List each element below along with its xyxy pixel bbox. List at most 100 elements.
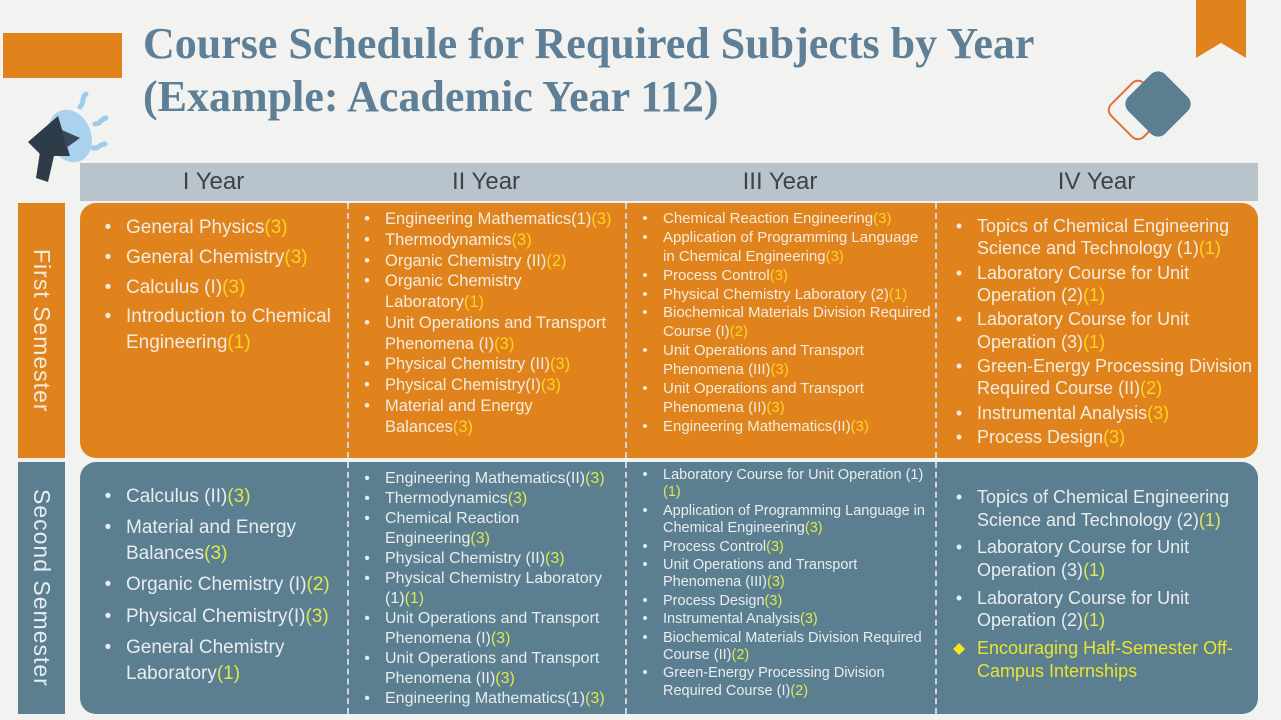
diamond-decoration	[1104, 67, 1198, 150]
course-item: • Laboratory Course for Unit Operation (3…	[941, 308, 1256, 353]
course-credit: (3)	[545, 550, 565, 567]
course-name: Biochemical Materials Division Required …	[663, 304, 931, 341]
course-credit: (3)	[825, 247, 844, 265]
course-credit: (2)	[546, 251, 567, 270]
course-credit: (3)	[452, 417, 474, 436]
diamond-bullet-icon: ◆	[953, 640, 965, 658]
course-item: • Unit Operations and Transport Phenomena…	[627, 557, 935, 592]
bullet-icon: •	[104, 276, 112, 298]
cell-second-semester-year1: • Calculus (II)(3) • Material and Energy Ba…	[80, 462, 347, 714]
course-item: • Organic Chemistry Laboratory(1)	[349, 271, 623, 313]
course-name: Engineering Mathematics(II)(3)	[385, 470, 605, 487]
course-credit: (3)	[264, 217, 288, 238]
course-item: • Chemical Reaction Engineering(3)	[627, 210, 935, 229]
cell-first-semester-year2: • Engineering Mathematics(1)(3) • Thermodyn…	[347, 203, 625, 458]
course-item: • Physical Chemistry Laboratory (1)(1)	[349, 569, 623, 609]
course-item: • Unit Operations and Transport Phenomena…	[627, 342, 935, 380]
bullet-icon: •	[955, 587, 963, 608]
course-name: Topics of Chemical Engineering Science a…	[977, 487, 1230, 530]
course-name: Introduction to Chemical Engineering(1)	[126, 306, 331, 354]
course-name: Unit Operations and Transport Phenomena …	[385, 650, 600, 687]
course-name: Engineering Mathematics(II)(3)	[663, 417, 869, 435]
course-credit: (3)	[507, 490, 528, 507]
cell-second-semester-year4: • Topics of Chemical Engineering Science …	[935, 462, 1258, 714]
course-item: • Physical Chemistry Laboratory (2)(1)	[627, 286, 935, 305]
course-credit: (3)	[800, 611, 818, 628]
course-item: • Process Design(3)	[941, 426, 1256, 448]
title-line-1: Course Schedule for Required Subjects by…	[143, 19, 1035, 68]
course-credit: (2)	[729, 323, 749, 341]
bullet-icon: •	[364, 313, 370, 332]
course-item: • Laboratory Course for Unit Operation (1…	[627, 467, 935, 502]
bullet-icon: •	[104, 246, 112, 268]
course-name: Physical Chemistry(I)(3)	[126, 605, 329, 627]
highlight-item: ◆ Encouraging Half-Semester Off-Campus In…	[941, 637, 1256, 682]
bullet-icon: •	[955, 537, 963, 558]
course-item: • Organic Chemistry (II)(2)	[349, 251, 623, 272]
course-item: • Unit Operations and Transport Phenomena…	[349, 313, 623, 355]
course-item: • Application of Programming Language in …	[627, 229, 935, 267]
course-credit: (3)	[1103, 426, 1126, 447]
course-item: • Introduction to Chemical Engineering(1)	[90, 304, 343, 356]
course-name: Material and Energy Balances(3)	[385, 397, 533, 436]
course-name: Calculus (II)(3)	[126, 486, 251, 507]
bullet-icon: •	[642, 266, 648, 284]
bookmark-ribbon-icon	[1196, 0, 1246, 58]
course-credit: (3)	[873, 210, 892, 227]
year-header-3: III Year	[742, 168, 818, 195]
course-credit: (3)	[766, 398, 785, 416]
course-name: Laboratory Course for Unit Operation (3)…	[977, 309, 1190, 352]
bullet-icon: •	[104, 574, 112, 596]
course-credit: (3)	[511, 230, 532, 249]
course-name: Process Control(3)	[663, 266, 789, 284]
course-name: Chemical Reaction Engineering(3)	[663, 210, 892, 227]
course-name: Organic Chemistry (I)(2)	[126, 574, 330, 596]
course-item: • Green-Energy Processing Division Requir…	[627, 665, 935, 700]
course-item: • Unit Operations and Transport Phenomena…	[627, 380, 935, 418]
course-item: • Physical Chemistry (II)(3)	[349, 354, 623, 375]
bullet-icon: •	[955, 402, 963, 423]
course-item: • Unit Operations and Transport Phenomena…	[349, 609, 623, 649]
course-item: • Engineering Mathematics(1)(3)	[349, 209, 623, 230]
course-credit: (3)	[766, 574, 785, 591]
course-item: • Calculus (II)(3)	[90, 484, 343, 509]
course-credit: (2)	[1140, 378, 1163, 399]
bullet-icon: •	[104, 637, 112, 659]
bullet-icon: •	[364, 251, 370, 270]
course-name: Organic Chemistry Laboratory(1)	[385, 272, 522, 312]
course-credit: (3)	[470, 530, 490, 547]
bullet-icon: •	[642, 611, 648, 628]
course-name: Process Control(3)	[663, 538, 784, 555]
cell-second-semester-year3: • Laboratory Course for Unit Operation (1…	[625, 462, 935, 714]
bullet-icon: •	[364, 397, 370, 416]
course-name: Unit Operations and Transport Phenomena …	[385, 610, 600, 647]
bullet-icon: •	[364, 650, 370, 667]
cell-first-semester-year3: • Chemical Reaction Engineering(3) • Applic…	[625, 203, 935, 458]
bullet-icon: •	[364, 230, 370, 249]
course-item: • General Physics(3)	[90, 215, 343, 241]
course-name: Laboratory Course for Unit Operation (1)…	[663, 467, 924, 501]
course-name: Green-Energy Processing Division Require…	[977, 355, 1253, 399]
bullet-icon: •	[364, 490, 370, 507]
course-name: Laboratory Course for Unit Operation (2)…	[977, 262, 1190, 305]
bullet-icon: •	[104, 517, 112, 539]
course-name: Engineering Mathematics(1)(3)	[385, 210, 612, 228]
second-semester-block: • Calculus (II)(3) • Material and Energy Ba…	[80, 462, 1258, 714]
course-name: Laboratory Course for Unit Operation (2)…	[977, 587, 1190, 631]
course-item: • General Chemistry(3)	[90, 245, 343, 271]
course-item: • Instrumental Analysis(3)	[627, 611, 935, 628]
course-item: • Topics of Chemical Engineering Science …	[941, 486, 1256, 531]
course-credit: (3)	[1147, 402, 1170, 423]
bullet-icon: •	[364, 470, 370, 487]
second-semester-label: Second Semester	[29, 489, 55, 687]
course-item: • Physical Chemistry(I)(3)	[90, 604, 343, 629]
course-credit: (3)	[591, 210, 612, 228]
year-header-row: I Year II Year III Year IV Year	[80, 163, 1258, 201]
course-credit: (1)	[216, 662, 241, 684]
course-item: • Chemical Reaction Engineering(3)	[349, 509, 623, 549]
course-name: Calculus (I)(3)	[126, 276, 246, 298]
course-credit: (3)	[764, 592, 783, 609]
course-name: Physical Chemistry(I)(3)	[385, 376, 562, 395]
bullet-icon: •	[642, 629, 648, 646]
